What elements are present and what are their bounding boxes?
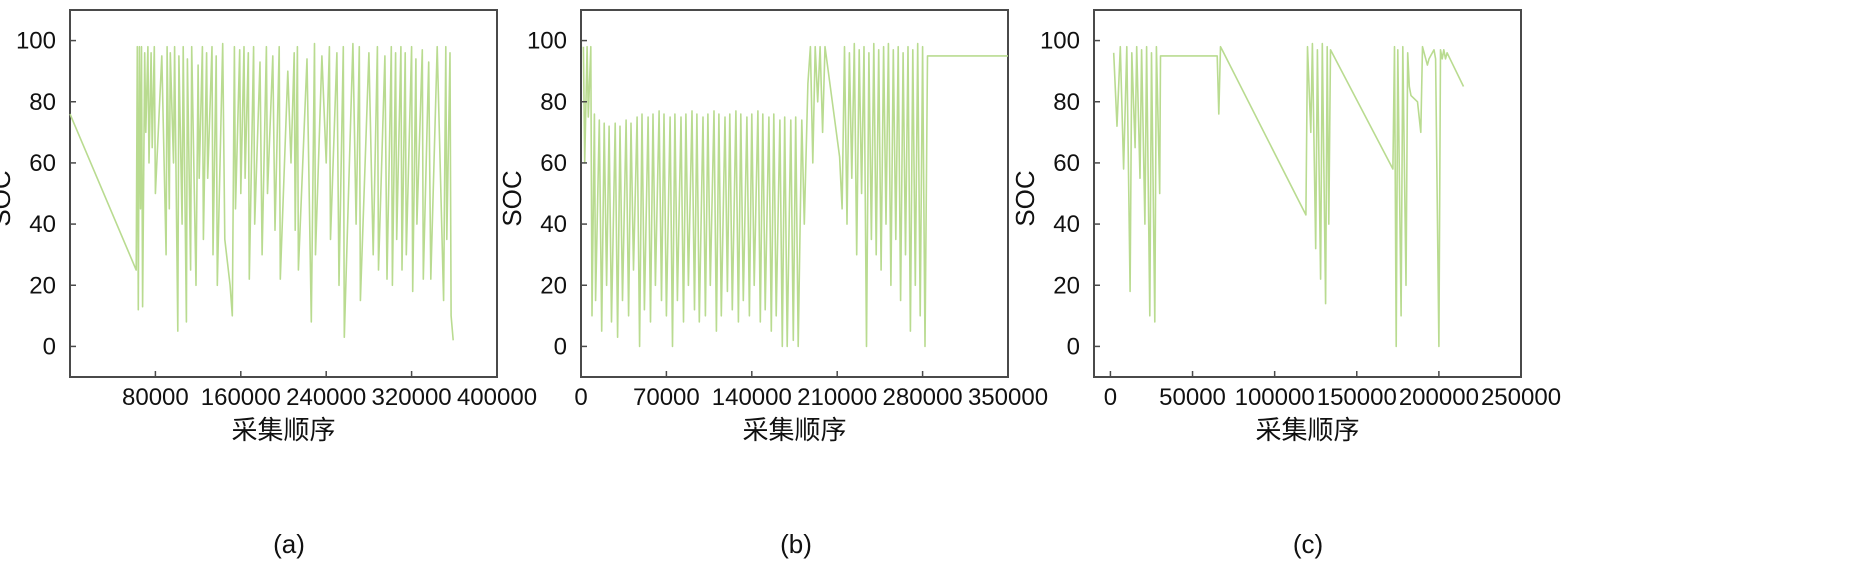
x-tick-label: 210000: [797, 384, 877, 411]
x-tick-label: 250000: [1481, 384, 1561, 411]
y-tick-label: 20: [29, 272, 56, 299]
y-axis-label: SOC: [497, 170, 527, 226]
panel-caption: (b): [780, 529, 812, 559]
x-tick-label: 200000: [1399, 384, 1479, 411]
x-axis-label: 采集顺序: [742, 415, 846, 445]
y-tick-label: 40: [540, 211, 567, 238]
soc-series-line: [1112, 42, 1465, 348]
y-tick-label: 100: [1040, 28, 1080, 55]
panel-caption: (a): [273, 529, 305, 559]
y-tick-label: 80: [1053, 89, 1080, 116]
x-axis-label: 采集顺序: [231, 415, 335, 445]
x-tick-label: 280000: [883, 384, 963, 411]
x-tick-label: 50000: [1159, 384, 1226, 411]
plot-frame: [580, 9, 1009, 378]
x-tick-label: 80000: [122, 384, 189, 411]
x-tick-label: 0: [1104, 384, 1117, 411]
chart-panel: 0 20 40 60 80 100 0 70000 140000 210000 280000 3500…: [497, 9, 1048, 559]
plot-frame: [69, 9, 498, 378]
x-tick-label: 400000: [457, 384, 537, 411]
x-tick-label: 100000: [1235, 384, 1315, 411]
y-tick-label: 60: [29, 150, 56, 177]
chart-panel: 0 20 40 60 80 100 80000 160000 240000 320000 40000…: [0, 9, 537, 559]
y-tick-label: 60: [540, 150, 567, 177]
soc-series-line: [69, 42, 454, 341]
y-tick-label: 20: [1053, 272, 1080, 299]
soc-series-line: [582, 42, 1008, 348]
y-tick-label: 40: [29, 211, 56, 238]
x-tick-label: 350000: [968, 384, 1048, 411]
y-tick-label: 0: [554, 333, 567, 360]
x-tick-label: 70000: [633, 384, 700, 411]
y-tick-label: 80: [540, 89, 567, 116]
x-tick-label: 160000: [201, 384, 281, 411]
x-tick-label: 140000: [712, 384, 792, 411]
x-axis-label: 采集顺序: [1255, 415, 1359, 445]
y-tick-label: 60: [1053, 150, 1080, 177]
panel-caption: (c): [1293, 529, 1323, 559]
y-tick-label: 40: [1053, 211, 1080, 238]
plot-frame: [1093, 9, 1522, 378]
y-tick-label: 100: [16, 28, 56, 55]
y-tick-label: 80: [29, 89, 56, 116]
x-tick-label: 150000: [1317, 384, 1397, 411]
x-tick-label: 240000: [286, 384, 366, 411]
y-tick-label: 20: [540, 272, 567, 299]
y-tick-label: 0: [43, 333, 56, 360]
x-tick-label: 320000: [372, 384, 452, 411]
y-axis-label: SOC: [0, 170, 16, 226]
chart-panel: 0 20 40 60 80 100 0 50000 100000 150000 200000 2500…: [1010, 9, 1561, 559]
y-tick-label: 0: [1067, 333, 1080, 360]
x-tick-label: 0: [574, 384, 587, 411]
y-axis-label: SOC: [1010, 170, 1040, 226]
y-tick-label: 100: [527, 28, 567, 55]
